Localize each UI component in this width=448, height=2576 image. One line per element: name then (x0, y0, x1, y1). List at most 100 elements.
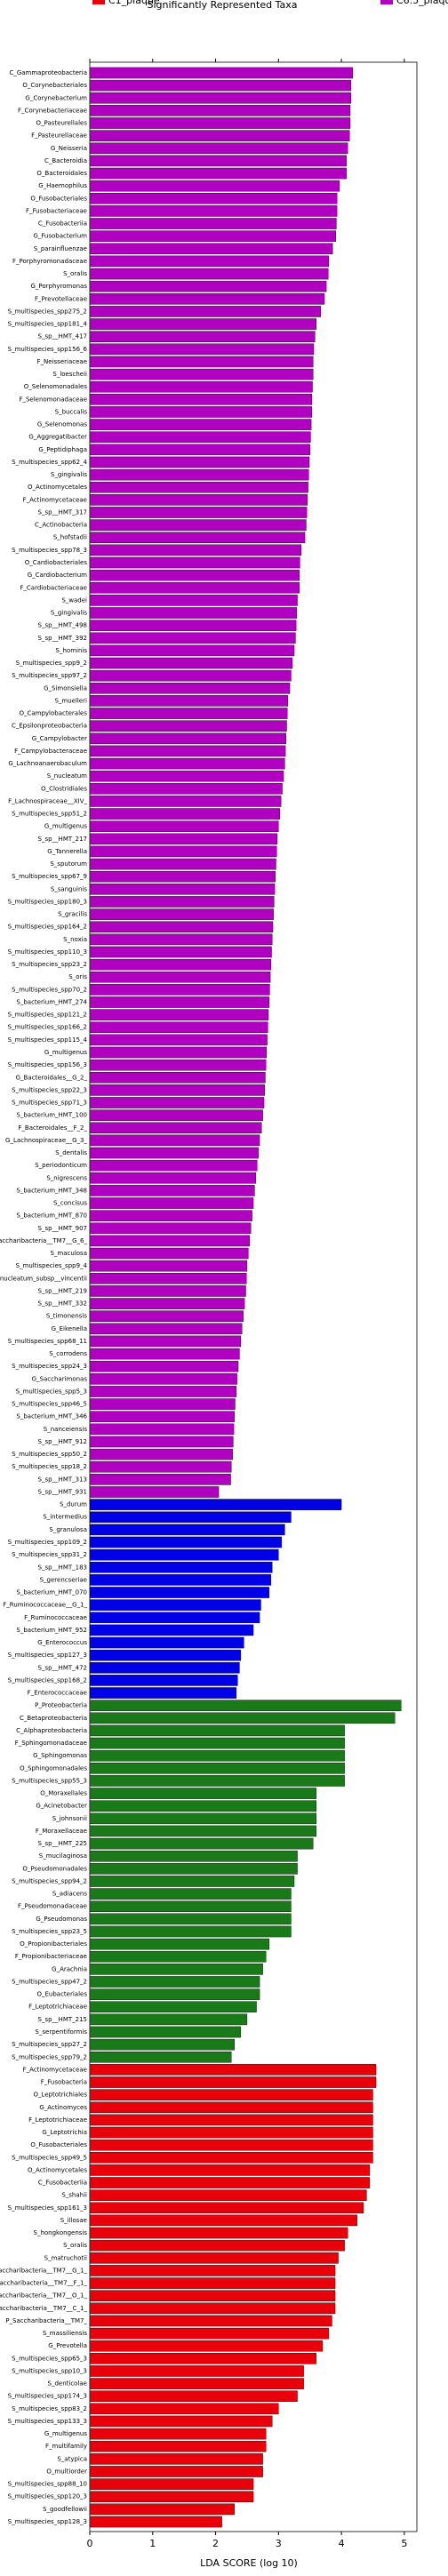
y-tick-label: F_Lachnospiraceae__XIV_ (8, 797, 87, 804)
y-tick-label: F_Neisseriaceae (37, 358, 87, 365)
bar (89, 280, 327, 292)
y-tick-label: S_multispecies_spp164_2 (8, 924, 87, 931)
bar (89, 1172, 257, 1184)
bar (89, 1511, 292, 1524)
y-tick-label: S_multispecies_spp18_2 (12, 1463, 87, 1470)
y-tick-label: S_multispecies_spp5_3 (16, 1388, 87, 1395)
bar (89, 1235, 250, 1247)
bar (89, 481, 308, 493)
bar (89, 92, 351, 104)
y-tick-label: S_hominis (56, 647, 88, 654)
bar (89, 2101, 373, 2114)
bar (89, 884, 276, 895)
y-tick-label: S_multispecies_spp68_11 (8, 1338, 87, 1345)
bar (89, 230, 336, 242)
y-tick-label: S_gingivalis (51, 471, 87, 478)
y-tick-label: S_parainfluenzae (34, 245, 87, 252)
y-tick-label: S_noxia (63, 936, 87, 943)
bar (89, 1348, 240, 1360)
bar (89, 1687, 237, 1699)
y-tick-label: C_Actinobacteria (35, 522, 87, 529)
y-tick-label: G_Leptotrichia (42, 2129, 87, 2136)
bar (89, 984, 270, 996)
y-tick-label: S_granulosa (49, 1526, 87, 1533)
bar (89, 1222, 252, 1235)
bar (89, 1888, 292, 1900)
bar (89, 1825, 316, 1837)
y-tick-label: G_Simonsiella (44, 684, 87, 692)
y-tick-label: S_bacterium_HMT_348 (16, 1187, 87, 1194)
bar (89, 2001, 257, 2013)
y-tick-label: S_multispecies_spp156_3 (8, 1061, 87, 1068)
y-tick-label: C_Fusobacteriia (38, 220, 87, 228)
bar (89, 1147, 259, 1159)
bar (89, 268, 329, 280)
y-tick-label: S_bacterium_HMT_274 (16, 998, 87, 1005)
bar (89, 1636, 244, 1649)
y-tick-label: S_nanceiensis (44, 1426, 88, 1433)
y-tick-label: S_matruchotii (44, 2254, 87, 2261)
y-tick-label: G_Acinetobacter (36, 1803, 87, 1810)
y-tick-label: F_Porphyromonadaceae (12, 258, 87, 265)
y-tick-label: S_multispecies_spp110_3 (8, 948, 87, 956)
bar (89, 644, 295, 657)
bar (89, 2340, 324, 2352)
bar (89, 1964, 263, 1975)
bar (89, 808, 280, 820)
y-tick-label: F_Leptotrichiaceae (28, 2116, 87, 2124)
y-tick-label: C_Saccharibacteria__TM7__C_1_ (0, 2305, 87, 2312)
x-tick-label: 5 (401, 2538, 407, 2549)
y-tick-label: O_Corynebacteriales (22, 82, 87, 89)
bar (89, 2139, 373, 2151)
bar (89, 130, 350, 141)
bar (89, 1976, 260, 1988)
bar (89, 1335, 242, 1348)
bar (89, 607, 298, 619)
y-tick-label: S_multispecies_spp23_5 (12, 1928, 87, 1935)
y-tick-label: S_sp__HMT_313 (38, 1476, 87, 1483)
y-tick-label: G_Neisseria (51, 145, 87, 152)
y-tick-label: G_Campylobacter (32, 735, 87, 742)
bar (89, 1436, 234, 1448)
y-tick-label: S_mucilaginosa (39, 1852, 87, 1860)
bar (89, 1548, 279, 1561)
bar (89, 368, 314, 380)
y-tick-label: O_Actinomycetales (28, 484, 87, 491)
bar (89, 1675, 238, 1686)
bar (89, 2214, 357, 2227)
bar (89, 1034, 268, 1046)
y-tick-label: F_Enterococcaceae (28, 1690, 87, 1697)
y-tick-label: S_gingivalis (51, 610, 87, 617)
bar (89, 1285, 246, 1297)
y-tick-label: S_gracilis (58, 911, 87, 918)
y-tick-label: F_Cardiobacteriaceae (20, 584, 87, 591)
bar (89, 1700, 402, 1711)
y-tick-label: S_corrodens (49, 1350, 87, 1357)
bar (89, 519, 307, 531)
y-tick-label: F_Actinomycetaceae (23, 496, 87, 503)
y-tick-label: S_gerencseriae (40, 1576, 87, 1583)
bar (89, 745, 286, 757)
y-tick-label: O_Campylobacterales (19, 710, 87, 717)
y-tick-label: G_Saccharimonas (32, 1375, 88, 1382)
y-tick-label: S_multispecies_spp275_2 (8, 308, 87, 315)
y-tick-label: S_multispecies_spp70_2 (12, 986, 87, 993)
bar (89, 2089, 373, 2100)
bar (89, 306, 321, 317)
y-tick-label: F_multifamily (45, 2443, 87, 2450)
y-tick-label: S_denticolae (48, 2380, 88, 2388)
y-tick-label: S_oralis (63, 2242, 87, 2249)
y-tick-label: S_multispecies_spp24_3 (12, 1363, 87, 1370)
bar (89, 105, 351, 116)
bar (89, 1009, 269, 1020)
bar (89, 1724, 345, 1737)
y-tick-label: S_multispecies_spp62_4 (12, 459, 87, 466)
y-tick-label: S_nigrescens (46, 1174, 87, 1181)
y-tick-label: G_Lachnospiraceae__G_3_ (5, 1137, 87, 1144)
legend-swatch (380, 0, 393, 4)
y-tick-label: S_multispecies_spp49_5 (12, 2154, 87, 2161)
bar (89, 2453, 263, 2465)
bar (89, 657, 293, 669)
y-tick-label: S_bacterium_HMT_952 (16, 1627, 87, 1634)
bar (89, 2353, 316, 2364)
